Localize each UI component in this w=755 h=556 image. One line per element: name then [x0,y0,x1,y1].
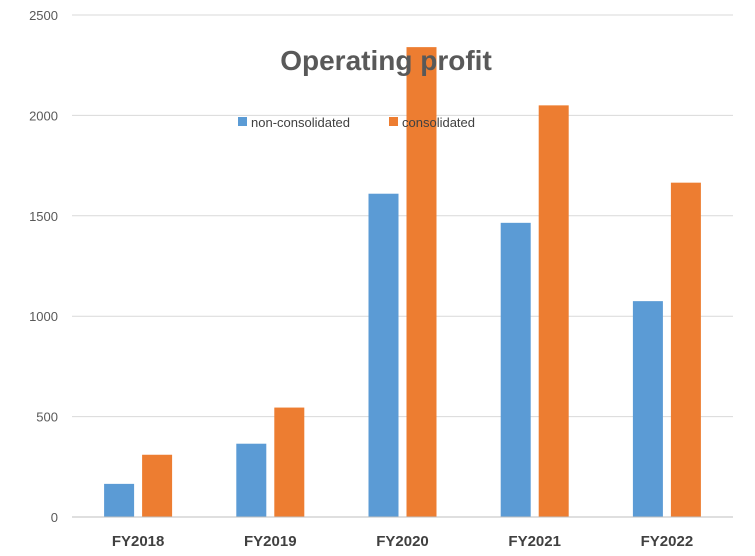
bar-non-consolidated-FY2020 [368,193,399,517]
bar-consolidated-FY2021 [538,105,569,518]
bar-non-consolidated-FY2019 [236,443,267,517]
bar-consolidated-FY2019 [274,407,305,517]
legend-label-consolidated: consolidated [402,115,475,130]
bar-non-consolidated-FY2022 [632,301,663,517]
bar-consolidated-FY2018 [142,454,173,517]
bar-consolidated-FY2020 [406,47,437,518]
y-tick-label: 2000 [29,108,58,123]
legend: non-consolidated consolidated [238,115,475,130]
legend-swatch-consolidated [389,117,398,126]
x-tick-label: FY2020 [376,533,429,550]
x-tick-label: FY2021 [508,533,561,550]
x-axis-category-labels: FY2018 FY2019 FY2020 FY2021 FY2022 [112,533,693,550]
y-tick-label: 1000 [29,309,58,324]
bars [104,47,701,518]
y-tick-label: 0 [51,510,58,525]
chart-title: Operating profit [280,45,492,76]
legend-label-non-consolidated: non-consolidated [251,115,350,130]
y-tick-label: 1500 [29,209,58,224]
y-tick-label: 500 [36,410,58,425]
gridlines [72,14,733,418]
bar-non-consolidated-FY2018 [104,483,135,517]
x-tick-label: FY2022 [641,533,694,550]
x-tick-label: FY2018 [112,533,165,550]
bar-non-consolidated-FY2021 [500,222,531,517]
legend-swatch-non-consolidated [238,117,247,126]
y-tick-label: 2500 [29,8,58,23]
y-axis-tick-labels: 0 500 1000 1500 2000 2500 [29,8,58,525]
x-tick-label: FY2019 [244,533,297,550]
bar-consolidated-FY2022 [670,182,701,517]
